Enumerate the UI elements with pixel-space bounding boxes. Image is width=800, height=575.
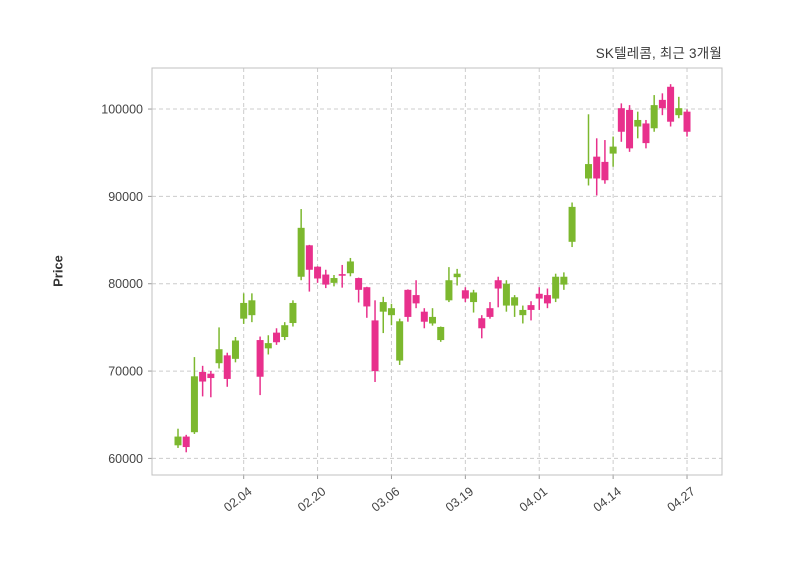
candle [330,274,338,287]
candle [396,318,404,365]
y-tick-label: 100000 [101,103,143,117]
candle [248,293,256,323]
plot-border [151,67,723,476]
candle [256,336,264,396]
candle [461,287,469,303]
candle [478,315,486,339]
candle [494,276,502,308]
candle [207,371,215,398]
candle [215,327,223,369]
candle [363,286,371,318]
gridlines [152,68,722,475]
candle [420,308,428,329]
x-tick-label: 04.27 [665,484,698,514]
candle [264,335,272,355]
candle [429,308,437,326]
candle [683,109,691,137]
candle [642,119,650,149]
candle [231,337,239,363]
candle [543,288,551,309]
candle [387,303,395,326]
candle [601,140,609,184]
x-tick-label: 03.19 [443,484,476,514]
candle [297,209,305,281]
x-tick-label: 04.14 [591,484,624,514]
y-tick-label: 70000 [108,365,143,379]
candle [552,273,560,303]
candle [519,305,527,324]
x-tick-label: 04.01 [517,484,550,514]
candle [379,296,387,334]
candles [174,84,691,453]
candle [650,95,658,132]
candle [199,365,207,397]
candle [445,267,453,303]
candle [617,103,625,142]
candle [560,272,568,290]
candle [626,105,634,152]
candle [437,326,445,342]
candle [593,138,601,196]
candle [190,357,198,434]
candle [675,96,683,119]
candle [453,268,461,286]
x-tick-label: 03.06 [369,484,402,514]
x-tick-label: 02.20 [295,484,328,514]
candle [305,244,313,292]
candle [182,434,190,453]
candle [404,289,412,322]
y-tick-label: 60000 [108,452,143,466]
candle [535,287,543,310]
candle [527,301,535,321]
candle [486,302,494,319]
candle [355,277,363,303]
candle [609,136,617,167]
x-tick-label: 02.04 [221,484,254,514]
candle [281,322,289,341]
candle [658,93,666,116]
candle [634,111,642,139]
candle [412,280,420,309]
candle [240,293,248,324]
candle [470,289,478,313]
chart-title: SK텔레콤, 최근 3개월 [595,46,722,61]
candle [174,428,182,448]
y-tick-label: 80000 [108,277,143,291]
candle [289,300,297,327]
candle [585,114,592,186]
candle [346,257,354,277]
candle [568,202,576,248]
candle [502,280,510,312]
candle [371,300,379,382]
y-tick-label: 90000 [108,190,143,204]
y-axis-title: Price [50,255,66,287]
candle [667,84,675,127]
candle [511,295,519,317]
candle [314,266,322,283]
candle [322,269,330,289]
candle [223,352,231,387]
candle [273,328,281,345]
candle [338,264,346,288]
